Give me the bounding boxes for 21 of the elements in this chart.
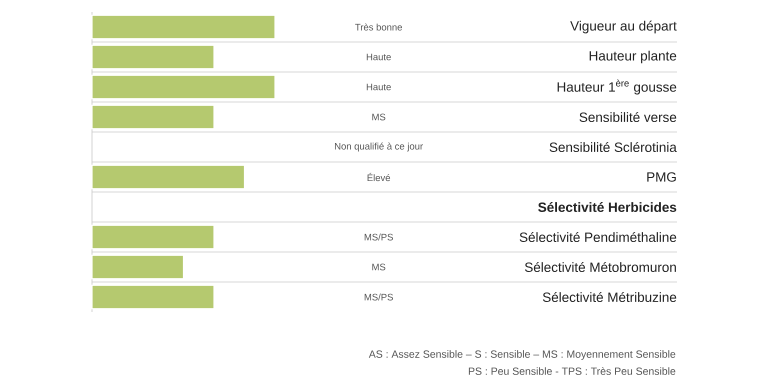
text: MS/PS bbox=[364, 294, 393, 300]
y-tick-label: Sensibilité verse bbox=[579, 112, 676, 122]
text: AS : Assez Sensible – S : Sensible – MS : Moyennement Sensible bbox=[368, 350, 676, 360]
text: PS : Peu Sensible - TPS : Très Peu Sensible bbox=[468, 367, 676, 375]
y-tick-label: Hauteur plante bbox=[590, 50, 676, 64]
text: MS/PS bbox=[364, 234, 393, 240]
text: Haute bbox=[366, 84, 391, 90]
y-tick-label: Sélectivité Métobromuron bbox=[524, 262, 676, 272]
text: Élevé bbox=[368, 172, 390, 182]
y-tick-label: Sensibilité Sclérotinia bbox=[550, 142, 677, 152]
text: Haute bbox=[366, 54, 391, 60]
y-tick-label: Vigueur au départ bbox=[570, 20, 677, 34]
text: Sélectivité Herbicides bbox=[538, 202, 676, 212]
text: MS bbox=[372, 114, 386, 120]
y-tick-label: Hauteur 1$^{ère}$ gousse bbox=[558, 80, 676, 94]
y-tick-label: Sélectivité Pendiméthaline bbox=[520, 232, 676, 242]
text: Non qualifié à ce jour bbox=[334, 142, 423, 152]
text: MS bbox=[372, 264, 386, 270]
y-tick-label: PMG bbox=[647, 172, 676, 182]
text: Très bonne bbox=[355, 23, 402, 31]
y-tick-label: Sélectivité Métribuzine bbox=[542, 292, 676, 302]
